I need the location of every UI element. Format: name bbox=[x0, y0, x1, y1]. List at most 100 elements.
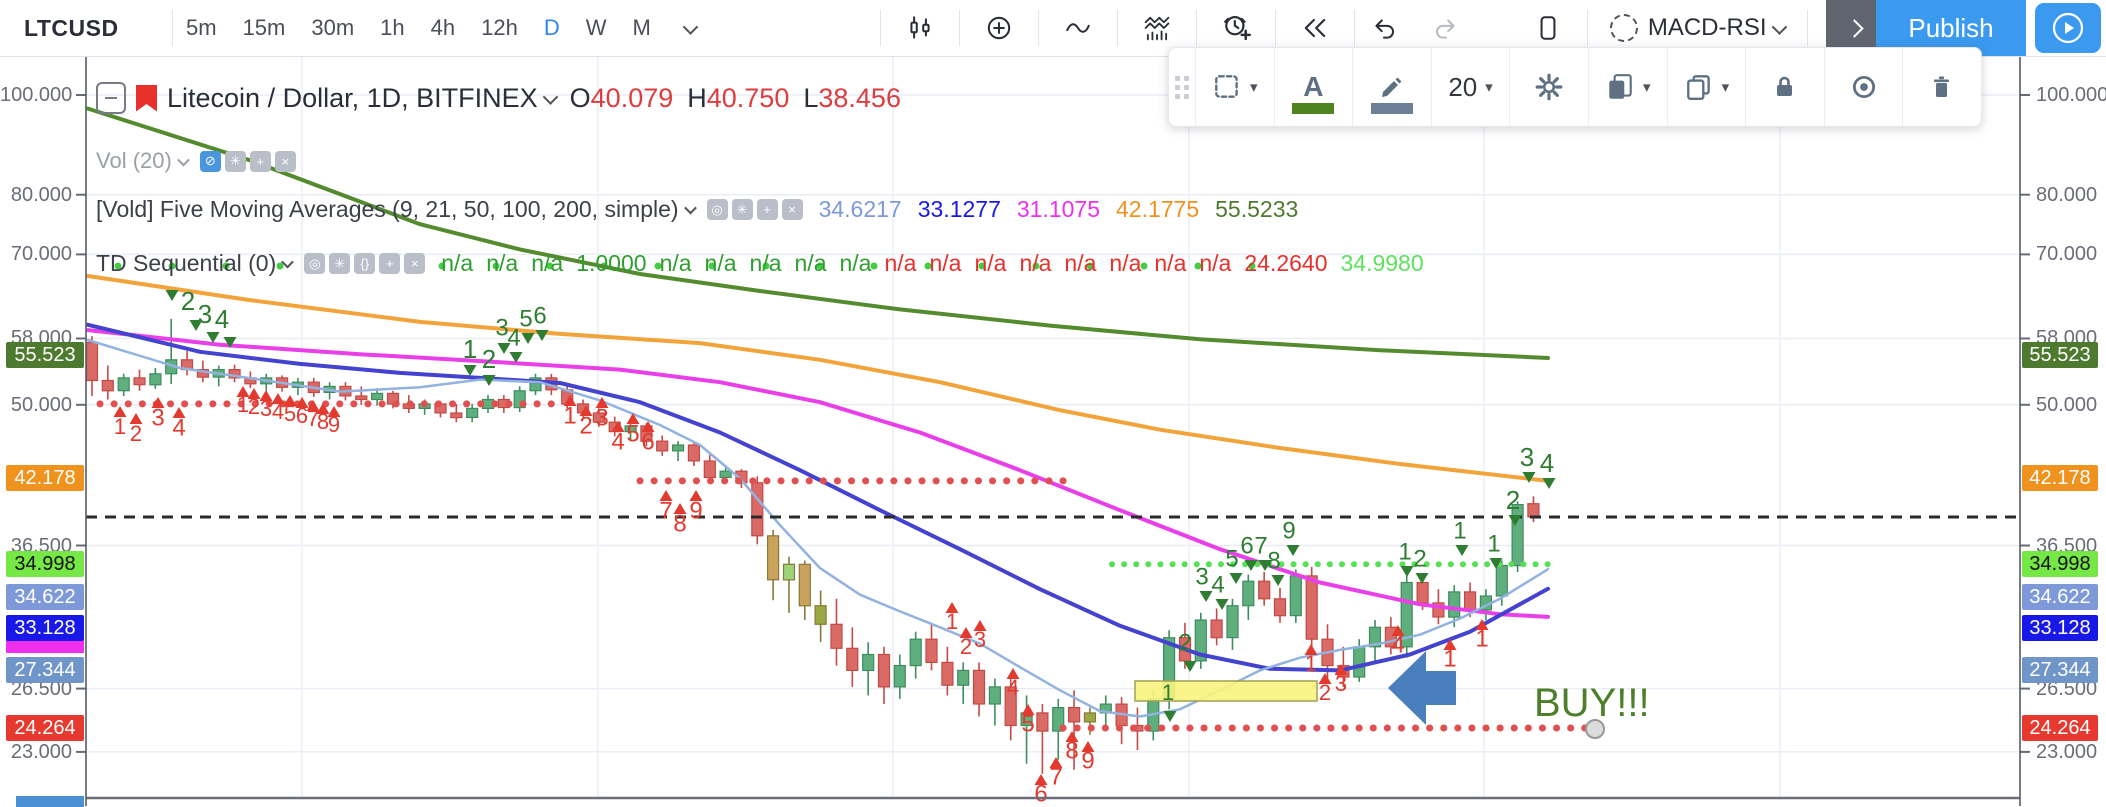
line-color-button[interactable] bbox=[1353, 48, 1431, 126]
chart-style-button[interactable] bbox=[881, 0, 959, 56]
timeframe-W[interactable]: W bbox=[585, 15, 607, 40]
price-axis-right[interactable]: 100.000 80.000 70.000 58.000 50.000 36.500 26.… bbox=[2020, 56, 2106, 806]
symbol-button[interactable]: LTCUSD bbox=[24, 14, 119, 41]
ohlc-open: O40.079 bbox=[569, 82, 674, 113]
ma-value: 55.5233 bbox=[1215, 196, 1299, 222]
redo-button[interactable] bbox=[1415, 0, 1475, 56]
chevron-down-icon[interactable] bbox=[176, 153, 190, 166]
svg-text:5: 5 bbox=[626, 420, 639, 447]
svg-text:2: 2 bbox=[482, 344, 496, 374]
volume-indicator-row: Vol (20) ⊘ ✳ + × bbox=[96, 148, 296, 174]
flag-icon[interactable] bbox=[136, 84, 157, 112]
line-tools-button[interactable] bbox=[1039, 0, 1117, 56]
dashed-rect-icon bbox=[1215, 75, 1238, 98]
svg-text:8: 8 bbox=[1065, 737, 1078, 764]
ma-value: 34.6217 bbox=[818, 196, 902, 222]
chevron-down-icon[interactable] bbox=[683, 201, 697, 215]
svg-text:7: 7 bbox=[1049, 763, 1062, 790]
drag-handle[interactable] bbox=[1169, 75, 1195, 99]
visibility-button[interactable] bbox=[1825, 48, 1903, 126]
add-indicator-button[interactable]: + bbox=[249, 150, 271, 172]
level-lines[interactable] bbox=[86, 400, 2020, 732]
undo-button[interactable] bbox=[1355, 0, 1415, 56]
td-value: n/a bbox=[1109, 250, 1142, 276]
hide-indicator-button[interactable]: ⊘ bbox=[199, 150, 221, 172]
wave-icon bbox=[1066, 23, 1090, 33]
symbol-title[interactable]: Litecoin / Dollar, 1D, BITFINEX bbox=[167, 82, 538, 113]
drawing-handle[interactable] bbox=[1585, 719, 1605, 739]
svg-text:4: 4 bbox=[611, 428, 624, 455]
rewind-icon bbox=[1304, 18, 1326, 38]
timeframe-5m[interactable]: 5m bbox=[186, 15, 217, 40]
layout-button[interactable] bbox=[1509, 0, 1587, 56]
lock-button[interactable] bbox=[1746, 48, 1824, 126]
drawing-settings-button[interactable] bbox=[1510, 48, 1588, 126]
five-ma-label[interactable]: [Vold] Five Moving Averages (9, 21, 50, … bbox=[96, 196, 679, 222]
collapse-panel-button[interactable] bbox=[1826, 0, 1876, 56]
remove-indicator-button[interactable]: × bbox=[404, 253, 426, 274]
MA100-line bbox=[86, 274, 1550, 483]
price-axis-left[interactable]: 100.000 80.000 70.000 58.000 50.000 36.500 26.… bbox=[0, 56, 86, 807]
timeframe-M[interactable]: M bbox=[632, 15, 651, 40]
replay-play-button[interactable] bbox=[2035, 3, 2101, 53]
timeframe-30m[interactable]: 30m bbox=[311, 15, 355, 40]
timeframe-15m[interactable]: 15m bbox=[242, 15, 286, 40]
font-size-button[interactable]: 20 ▾ bbox=[1448, 71, 1493, 102]
chevron-down-icon[interactable] bbox=[281, 255, 295, 269]
timeframe-menu-button[interactable] bbox=[664, 0, 710, 56]
highlight-rectangle[interactable] bbox=[1134, 680, 1318, 702]
buy-annotation-text[interactable]: BUY!!! bbox=[1534, 681, 1650, 725]
td-sequential-label[interactable]: TD Sequential (0) bbox=[96, 250, 277, 276]
volume-indicator-label[interactable]: Vol (20) bbox=[96, 148, 172, 173]
svg-text:1: 1 bbox=[1443, 645, 1456, 672]
font-size-value: 20 bbox=[1448, 71, 1478, 102]
lock-icon bbox=[1776, 76, 1792, 96]
timeframe-D[interactable]: D bbox=[543, 15, 560, 40]
svg-text:4: 4 bbox=[172, 414, 185, 441]
timeframe-4h[interactable]: 4h bbox=[430, 15, 456, 40]
indicator-template-button[interactable]: MACD-RSI bbox=[1588, 0, 1807, 56]
chevron-right-icon bbox=[1845, 18, 1864, 38]
style-template-button[interactable]: ▾ bbox=[1196, 48, 1274, 126]
add-indicator-button[interactable]: + bbox=[756, 199, 778, 220]
svg-text:7: 7 bbox=[1254, 532, 1267, 559]
delete-button[interactable] bbox=[1903, 48, 1981, 126]
publish-button[interactable]: Publish bbox=[1876, 0, 2026, 56]
show-indicator-button[interactable]: ◎ bbox=[304, 253, 326, 274]
replay-button[interactable] bbox=[1276, 0, 1354, 56]
symbol-legend-row: Litecoin / Dollar, 1D, BITFINEX O40.079 … bbox=[96, 82, 901, 114]
price-grid bbox=[76, 56, 2030, 797]
show-indicator-button[interactable]: ◎ bbox=[706, 199, 728, 220]
alert-button[interactable] bbox=[1197, 0, 1275, 56]
indicator-settings-button[interactable]: ✳ bbox=[224, 150, 246, 172]
indicators-button[interactable] bbox=[1118, 0, 1196, 56]
text-color-button[interactable]: A bbox=[1275, 48, 1353, 126]
copy-icon bbox=[1686, 75, 1710, 100]
svg-text:8: 8 bbox=[317, 409, 329, 434]
svg-text:5: 5 bbox=[1021, 710, 1034, 737]
chevron-down-icon[interactable] bbox=[542, 88, 558, 105]
clone-button[interactable]: ▾ bbox=[1668, 48, 1746, 126]
template-name: MACD-RSI bbox=[1647, 14, 1767, 41]
legend-collapse-button[interactable] bbox=[96, 82, 126, 114]
svg-text:1: 1 bbox=[463, 334, 477, 364]
add-indicator-button[interactable]: + bbox=[379, 253, 401, 274]
compare-button[interactable] bbox=[960, 0, 1038, 56]
order-button[interactable]: ▾ bbox=[1589, 48, 1667, 126]
svg-text:1: 1 bbox=[946, 609, 958, 634]
source-code-button[interactable]: {} bbox=[354, 253, 376, 274]
timeframe-12h[interactable]: 12h bbox=[481, 15, 518, 40]
timeframe-1h[interactable]: 1h bbox=[380, 15, 405, 40]
price-badge: 34.998 bbox=[2022, 551, 2098, 577]
remove-indicator-button[interactable]: × bbox=[781, 199, 803, 220]
lower-pane-badge bbox=[16, 796, 84, 807]
td-value: n/a bbox=[1154, 250, 1187, 276]
buy-arrow[interactable] bbox=[1388, 651, 1456, 725]
td-value: n/a bbox=[659, 250, 692, 276]
svg-text:2: 2 bbox=[1319, 680, 1331, 705]
remove-indicator-button[interactable]: × bbox=[274, 150, 296, 172]
indicator-settings-button[interactable]: ✳ bbox=[329, 253, 351, 274]
indicator-settings-button[interactable]: ✳ bbox=[731, 199, 753, 220]
